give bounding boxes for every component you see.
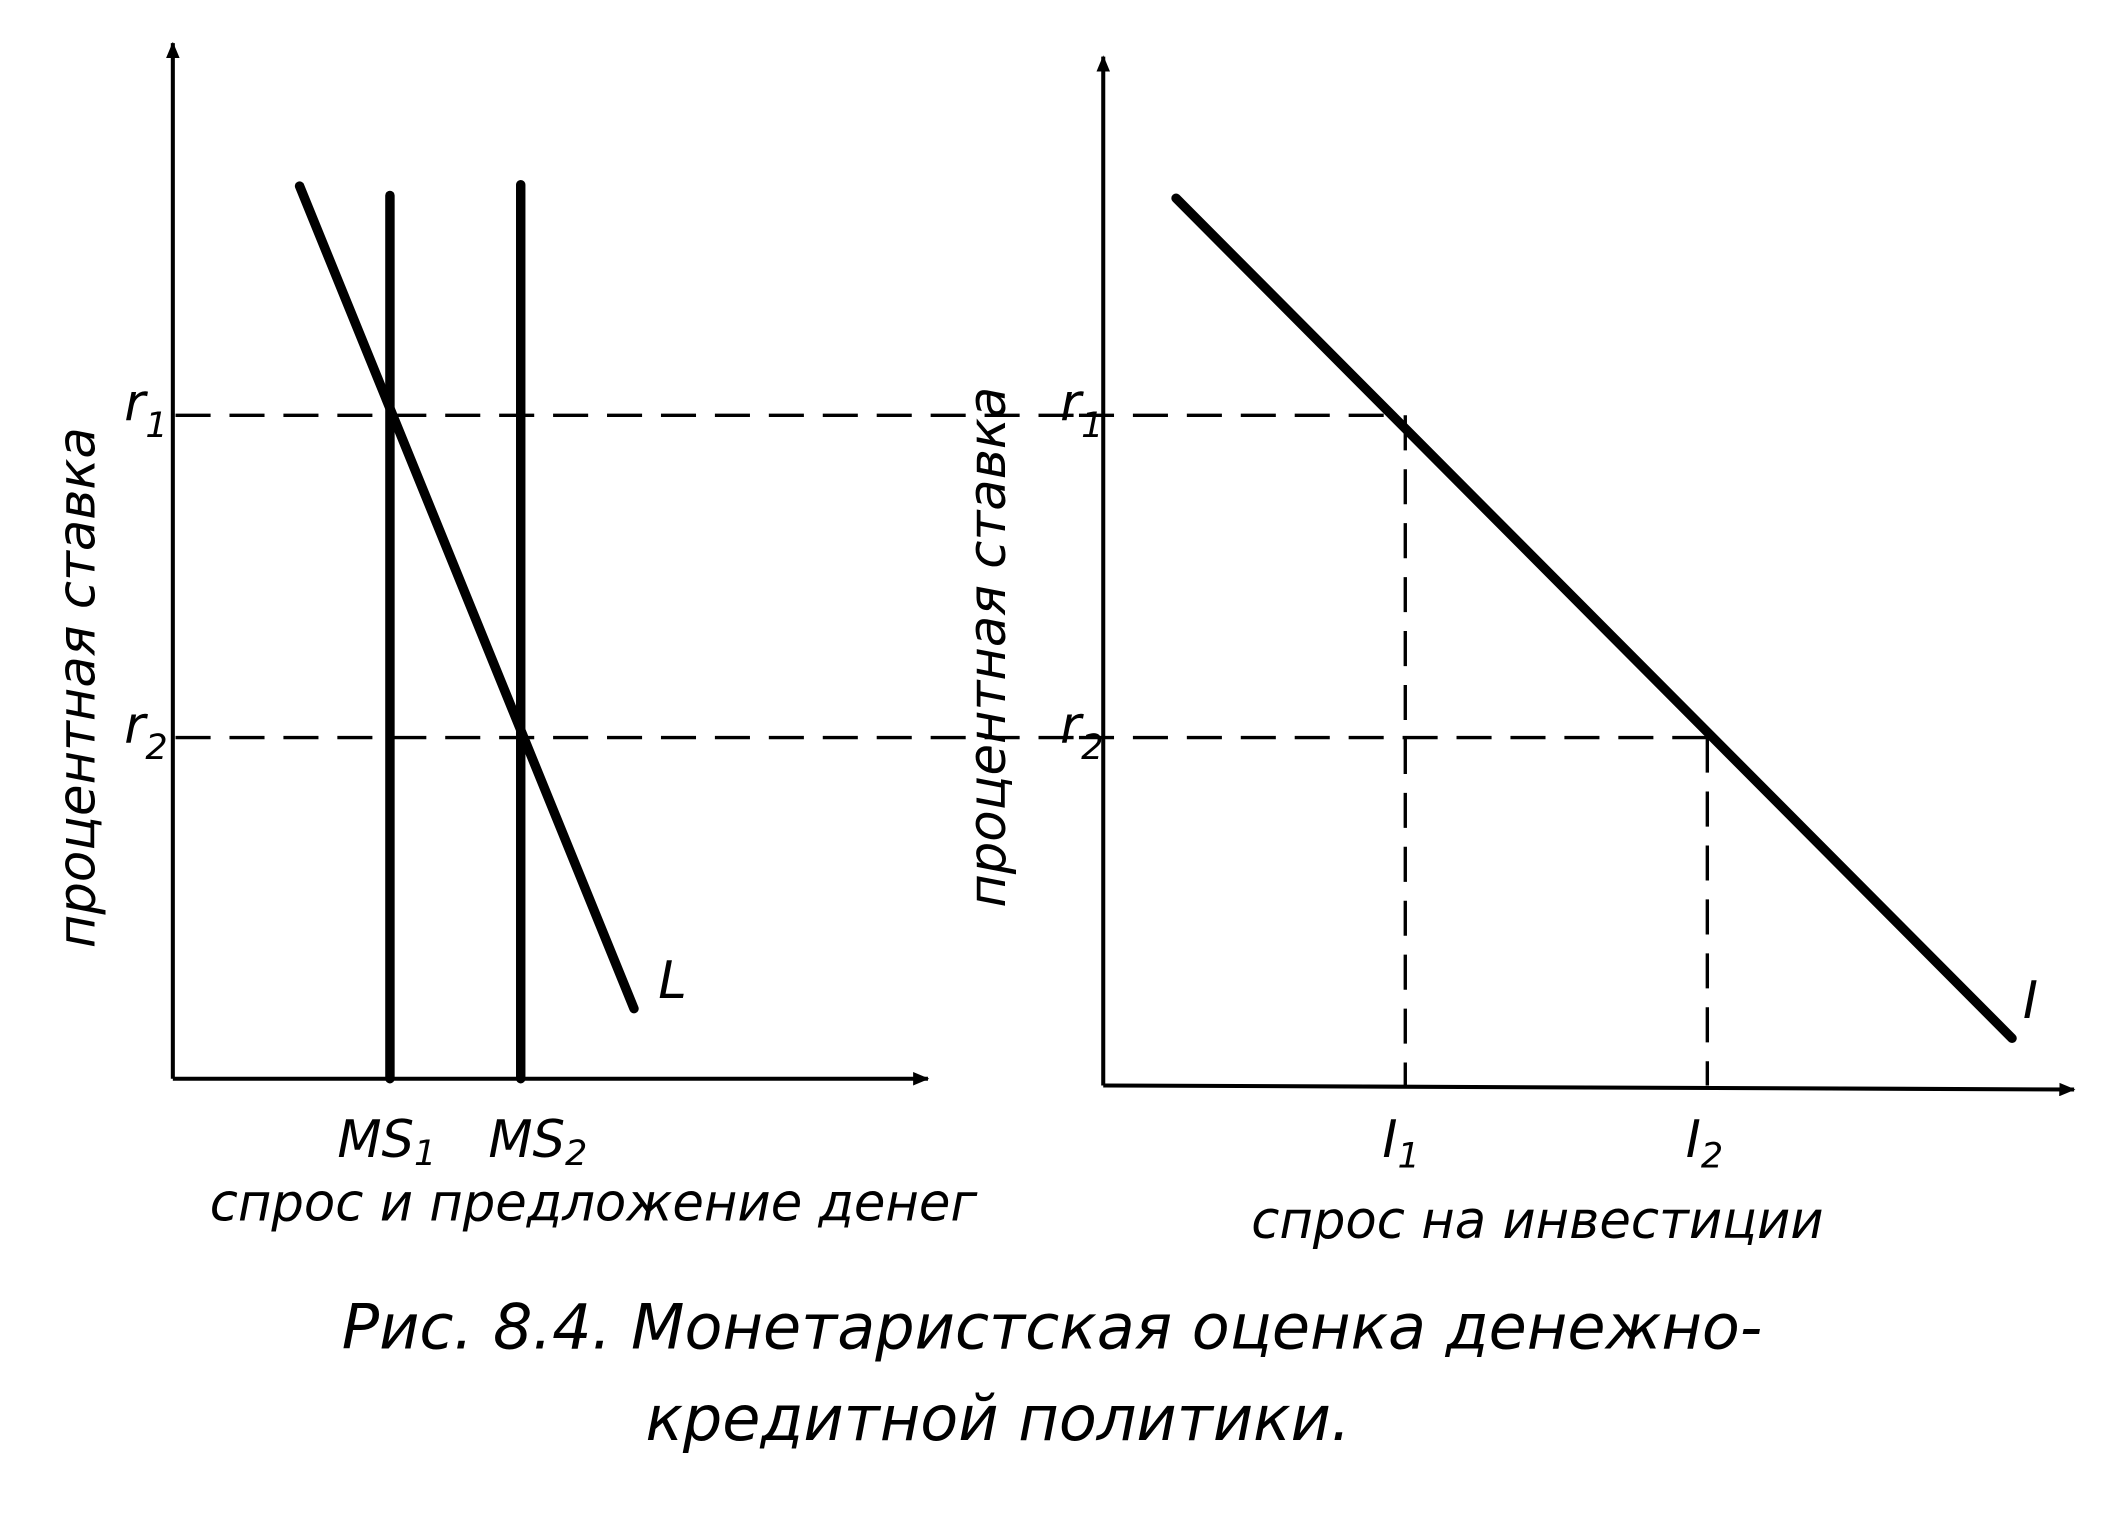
subscript: 1 (414, 1133, 436, 1174)
y-axis-label: процентная ставка (958, 387, 1018, 908)
r1-label: r1 (124, 374, 167, 446)
caption-line: кредитной политики. (645, 1382, 1350, 1455)
symbol: I (1382, 1110, 1397, 1170)
i2-label: I2 (1686, 1110, 1723, 1177)
x-axis-label: спрос и предложение денег (210, 1173, 979, 1233)
ms1-label: MS1 (337, 1110, 436, 1174)
subscript: 1 (1397, 1136, 1419, 1177)
curve-label: I (2023, 971, 2038, 1031)
symbol: MS (337, 1110, 414, 1170)
i1-label: I1 (1382, 1110, 1419, 1177)
subscript: 2 (1081, 727, 1103, 768)
subscript: 2 (565, 1133, 587, 1174)
x-axis (1103, 1082, 2076, 1097)
i-curve (1171, 193, 2017, 1043)
symbol: r (1060, 696, 1084, 756)
subscript: 2 (1701, 1136, 1723, 1177)
y-axis-label: процентная ставка (48, 427, 108, 948)
r2-label: r2 (124, 696, 167, 768)
ms2-label: MS2 (488, 1110, 587, 1174)
l-curve (294, 181, 639, 1014)
r1-label: r1 (1060, 374, 1103, 446)
subscript: 2 (145, 727, 167, 768)
symbol: r (1060, 374, 1084, 434)
r2-label: r2 (1060, 696, 1103, 768)
subscript: 1 (1081, 405, 1103, 446)
x-axis-label: спрос на инвестиции (1251, 1191, 1823, 1251)
subscript: 1 (145, 405, 167, 446)
symbol: r (124, 374, 148, 434)
caption-line: Рис. 8.4. Монетаристская оценка денежно- (342, 1290, 1763, 1363)
symbol: MS (488, 1110, 565, 1170)
curve-label: L (658, 951, 687, 1011)
symbol: r (124, 696, 148, 756)
symbol: I (1686, 1110, 1701, 1170)
